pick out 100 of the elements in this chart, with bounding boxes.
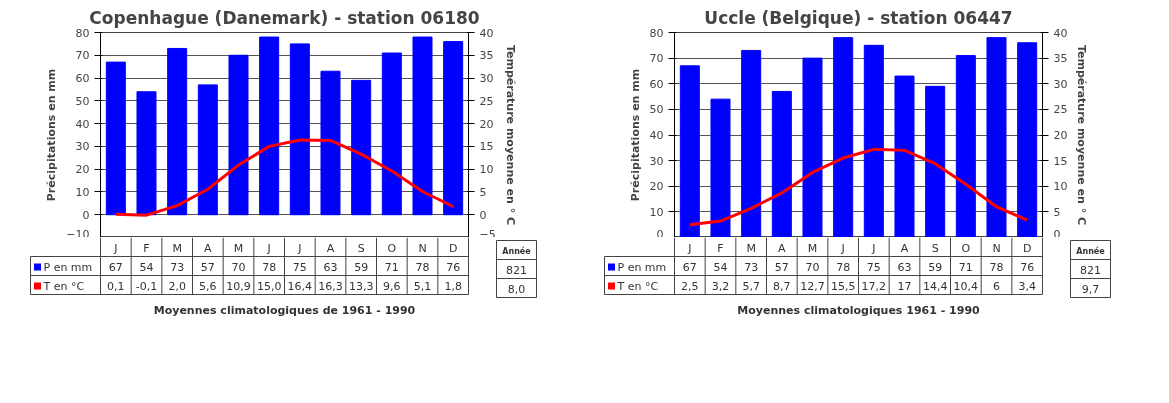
data-label: 78 (415, 261, 430, 274)
line-series (688, 147, 1029, 227)
bar (863, 44, 884, 237)
y-tick-label: 0 (82, 208, 90, 222)
y2-tick-label: 35 (479, 49, 494, 63)
x-tick-label: J (871, 241, 876, 255)
text: 821 (506, 264, 527, 277)
text: 821 (1080, 264, 1101, 277)
data-label: 76 (1020, 261, 1035, 274)
y-tick-label: 70 (75, 49, 90, 63)
data-label: 2,5 (681, 280, 699, 293)
y2-tick-label: 20 (479, 117, 494, 131)
data-label: 78 (262, 261, 277, 274)
y-tick-label: 10 (649, 205, 664, 219)
data-label: 67 (682, 261, 697, 274)
data-label: 9,6 (383, 280, 401, 293)
data-label: 5,1 (413, 280, 432, 293)
data-label: 8,7 (773, 280, 791, 293)
x-tick-label: A (204, 241, 213, 255)
legend-label: T en °C (42, 279, 85, 293)
x-tick-label: J (113, 241, 118, 255)
bar (833, 37, 854, 237)
y2-tick-label: 0 (1053, 227, 1061, 241)
bar (105, 61, 126, 216)
bar (412, 36, 433, 216)
legend-label: P en mm (43, 260, 93, 274)
data-label: 10,9 (226, 280, 251, 293)
chart-title: Uccle (Belgique) - station 06447 (704, 7, 1013, 28)
bar (320, 70, 341, 216)
y-tick-label: 80 (75, 26, 90, 40)
y-tick-label: 30 (649, 154, 664, 168)
data-label: 57 (200, 261, 215, 274)
data-label: 63 (897, 261, 912, 274)
data-label: 57 (774, 261, 789, 274)
data-label: 5,6 (199, 280, 217, 293)
data-label: 71 (958, 261, 973, 274)
data-label: 16,3 (318, 280, 343, 293)
x-tick-label: S (931, 241, 939, 255)
y-tick-label: −10 (66, 227, 90, 241)
bar (894, 75, 915, 237)
y2-tick-label: 15 (1053, 154, 1068, 168)
data-label: 16,4 (287, 280, 313, 293)
y-tick-label: 60 (649, 77, 664, 91)
data-label: 75 (866, 261, 881, 274)
text: Année (502, 245, 532, 256)
y2-tick-label: 20 (1053, 129, 1068, 142)
y2-axis-title: Température moyenne en ° C (1075, 44, 1089, 226)
bar (955, 55, 976, 237)
data-label: 59 (354, 261, 369, 274)
data-label: 54 (139, 261, 154, 274)
data-label: 0,1 (107, 280, 125, 293)
data-label: 17 (897, 280, 912, 293)
y2-tick-label: 30 (479, 72, 494, 86)
x-tick-label: O (387, 241, 397, 255)
x-tick-label: S (357, 241, 365, 255)
x-axis-title: Moyennes climatologiques 1961 - 1990 (737, 304, 981, 317)
x-tick-label: N (992, 241, 1001, 255)
bar (986, 37, 1007, 237)
text: 9,7 (1081, 283, 1100, 296)
data-label: 59 (928, 261, 943, 274)
data-label: 17,2 (861, 280, 887, 293)
x-tick-label: J (687, 241, 692, 255)
y2-tick-label: 5 (479, 185, 487, 199)
x-tick-label: O (961, 241, 971, 255)
y2-tick-label: 30 (1053, 77, 1068, 91)
bar (228, 54, 249, 216)
bar (925, 85, 946, 237)
bar (443, 41, 464, 216)
y2-tick-label: 40 (479, 26, 494, 40)
data-label: 70 (231, 261, 246, 274)
data-label: 13,3 (348, 280, 374, 293)
x-tick-label: M (233, 241, 244, 255)
bar (351, 79, 372, 216)
bar (167, 47, 188, 216)
data-label: 15,5 (830, 280, 856, 293)
y-tick-label: 50 (649, 103, 664, 117)
x-tick-label: N (418, 241, 427, 255)
x-tick-label: M (746, 241, 756, 255)
legend-label: T en °C (616, 279, 659, 293)
data-label: 5,7 (742, 280, 760, 293)
chart-title: Copenhague (Danemark) - station 06180 (89, 7, 480, 28)
y-tick-label: 60 (75, 72, 90, 86)
bar (136, 91, 157, 216)
text: Année (1076, 245, 1106, 256)
y2-tick-label: −5 (479, 227, 496, 241)
bar (771, 90, 792, 237)
y-axis-title: Précipitations en mm (628, 68, 642, 202)
x-tick-label: F (143, 241, 150, 255)
data-label: 70 (805, 261, 820, 274)
data-label: -0,1 (135, 280, 158, 293)
y-axis-title: Précipitations en mm (45, 68, 59, 202)
bar (1017, 42, 1038, 237)
x-tick-label: D (448, 241, 458, 255)
y-tick-label: 30 (75, 140, 90, 154)
data-label: 12,7 (800, 280, 825, 293)
text: 8,0 (507, 283, 526, 296)
y2-tick-label: 40 (1053, 26, 1068, 40)
data-label: 14,4 (922, 280, 948, 293)
y-tick-label: 50 (75, 94, 90, 108)
x-tick-label: A (778, 241, 787, 255)
